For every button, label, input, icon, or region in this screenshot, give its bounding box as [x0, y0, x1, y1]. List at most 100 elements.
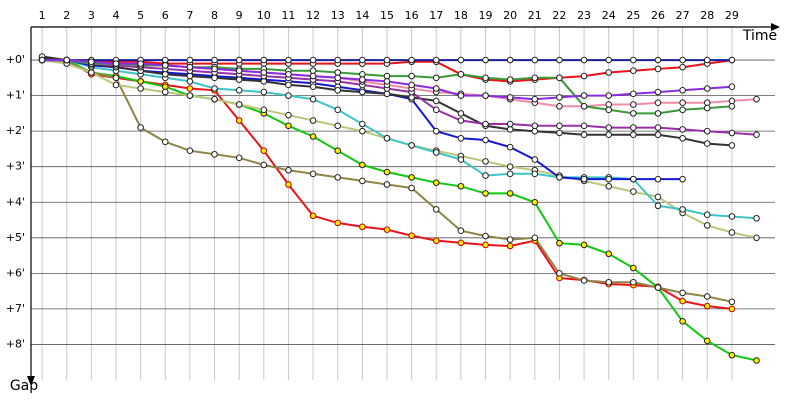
data-point: [457, 156, 465, 163]
data-point: [703, 337, 711, 345]
data-point: [457, 134, 465, 142]
data-point: [630, 264, 637, 272]
data-point: [506, 143, 514, 151]
data-point: [432, 56, 440, 64]
x-tick-label: 1: [39, 9, 46, 22]
data-point: [235, 154, 243, 162]
data-point: [432, 97, 440, 105]
data-point: [679, 134, 686, 142]
y-tick-label: +7': [6, 302, 25, 315]
data-point: [753, 357, 760, 364]
data-point: [260, 106, 268, 114]
data-point: [235, 117, 243, 124]
data-point: [728, 129, 736, 137]
data-point: [630, 175, 637, 183]
data-point: [679, 206, 686, 213]
data-point: [186, 92, 194, 99]
data-point: [63, 56, 71, 64]
x-tick-label: 17: [429, 9, 443, 22]
data-point: [630, 110, 637, 117]
data-point: [457, 92, 465, 99]
data-point: [309, 95, 317, 103]
x-tick-label: 2: [63, 9, 70, 22]
data-point: [309, 83, 317, 91]
y-tick-label: +4': [6, 195, 25, 208]
data-point: [556, 102, 563, 110]
data-point: [137, 78, 144, 85]
data-point: [260, 161, 268, 169]
data-point: [531, 234, 539, 242]
data-point: [482, 232, 489, 240]
data-point: [630, 131, 637, 139]
data-point: [679, 99, 686, 107]
data-point: [260, 56, 268, 64]
data-point: [630, 56, 637, 64]
data-point: [211, 95, 218, 103]
data-point: [556, 129, 563, 137]
x-tick-label: 5: [137, 9, 144, 22]
x-tick-label: 6: [162, 9, 169, 22]
data-point: [285, 92, 292, 99]
data-point: [260, 69, 268, 76]
data-point: [703, 211, 711, 218]
data-point: [753, 131, 760, 139]
x-tick-label: 4: [112, 9, 119, 22]
data-point: [482, 190, 489, 197]
data-point: [408, 232, 415, 239]
data-point: [654, 65, 662, 73]
data-point: [580, 72, 588, 80]
x-tick-label: 22: [552, 9, 566, 22]
data-point: [432, 74, 440, 82]
data-point: [186, 72, 194, 80]
data-point: [161, 56, 169, 64]
data-point: [137, 60, 144, 67]
data-point: [457, 239, 465, 247]
data-point: [260, 88, 268, 96]
data-point: [457, 182, 465, 190]
data-point: [161, 83, 169, 91]
data-point: [506, 163, 514, 171]
x-tick-label: 29: [725, 9, 739, 22]
data-point: [285, 181, 292, 188]
data-point: [383, 72, 391, 80]
data-point: [556, 94, 563, 101]
data-point: [211, 150, 218, 158]
y-tick-label: +3': [6, 160, 25, 173]
x-tick-label: 12: [306, 9, 320, 22]
data-point: [556, 56, 563, 64]
data-point: [186, 63, 194, 71]
data-point: [531, 56, 539, 64]
data-point: [728, 97, 736, 105]
data-point: [309, 67, 317, 75]
data-point: [605, 182, 613, 190]
data-point: [654, 110, 662, 117]
data-point: [359, 56, 366, 64]
data-point: [556, 270, 563, 277]
data-point: [334, 174, 342, 181]
data-point: [482, 136, 489, 144]
data-point: [112, 81, 120, 89]
y-axis-label: Gap: [10, 378, 38, 394]
y-tick-label: +5': [6, 231, 25, 244]
data-point: [703, 56, 711, 64]
data-point: [285, 70, 292, 78]
data-point: [482, 74, 489, 82]
data-point: [309, 117, 317, 124]
data-point: [88, 69, 95, 76]
x-tick-label: 16: [405, 9, 419, 22]
data-point: [580, 56, 588, 64]
data-point: [531, 156, 539, 163]
x-tick-label: 23: [577, 9, 591, 22]
series-line: [42, 59, 757, 136]
data-point: [137, 124, 144, 131]
data-point: [432, 206, 440, 213]
data-point: [531, 95, 539, 103]
data-point: [679, 63, 686, 71]
data-point: [630, 101, 637, 108]
data-point: [654, 131, 662, 139]
data-point: [334, 122, 342, 130]
data-point: [654, 175, 662, 183]
data-point: [605, 56, 613, 64]
data-point: [383, 56, 391, 64]
x-tick-label: 21: [528, 9, 542, 22]
